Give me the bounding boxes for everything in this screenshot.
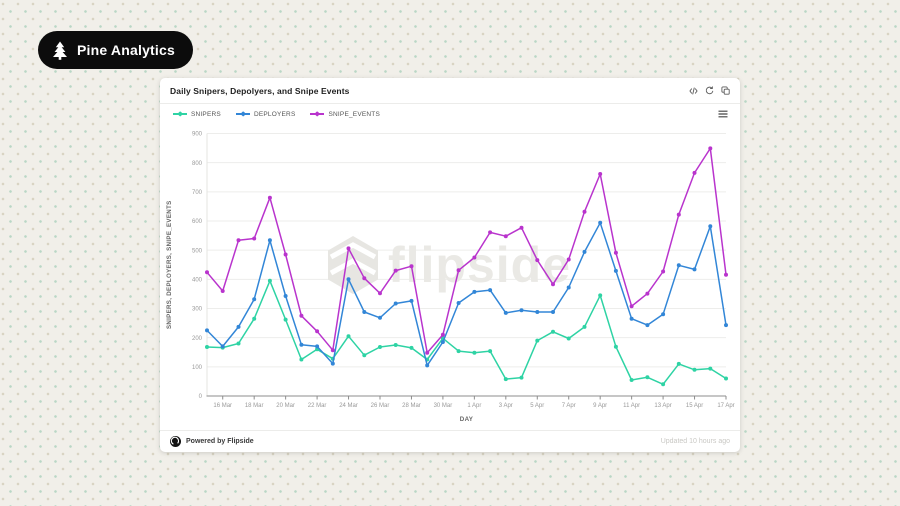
card-footer: Powered by Flipside Updated 10 hours ago [160,430,740,452]
pine-tree-icon [51,41,69,60]
svg-text:28 Mar: 28 Mar [402,403,421,409]
legend-item-snipers[interactable]: SNIPERS [173,110,221,118]
svg-text:18 Mar: 18 Mar [245,403,264,409]
svg-text:700: 700 [192,190,203,196]
legend-label: DEPLOYERS [253,110,296,118]
legend-label: SNIPERS [191,110,221,118]
svg-text:300: 300 [192,307,203,313]
svg-text:SNIPERS, DEPLOYERS, SNIPE_EVEN: SNIPERS, DEPLOYERS, SNIPE_EVENTS [166,200,173,329]
chart-card: Daily Snipers, Depolyers, and Snipe Even… [160,78,740,452]
card-toolbar [689,86,730,95]
svg-text:24 Mar: 24 Mar [339,403,358,409]
copy-icon[interactable] [721,86,730,95]
refresh-icon[interactable] [705,86,714,95]
line-chart-svg[interactable]: 0 100 200 300 400 500 600 700 800 900 flipside 16 M… [160,124,740,430]
svg-text:22 Mar: 22 Mar [308,403,327,409]
code-icon[interactable] [689,87,698,95]
card-header: Daily Snipers, Depolyers, and Snipe Even… [160,78,740,104]
svg-text:3 Apr: 3 Apr [499,403,513,409]
legend-item-snipe_events[interactable]: SNIPE_EVENTS [310,110,380,118]
svg-text:0: 0 [199,394,203,400]
svg-text:400: 400 [192,278,203,284]
legend-row: SNIPERS DEPLOYERS SNIPE_EVENTS [160,104,740,124]
legend-item-deployers[interactable]: DEPLOYERS [235,110,296,118]
svg-text:9 Apr: 9 Apr [593,403,607,409]
svg-text:17 Apr: 17 Apr [717,403,734,409]
svg-text:1 Apr: 1 Apr [467,403,481,409]
legend-marker-icon [310,110,325,118]
svg-text:16 Mar: 16 Mar [213,403,232,409]
svg-text:15 Apr: 15 Apr [686,403,703,409]
svg-text:900: 900 [192,132,203,138]
hamburger-icon[interactable] [718,110,728,118]
svg-text:5 Apr: 5 Apr [530,403,544,409]
flipside-watermark: flipside [328,236,570,294]
svg-text:500: 500 [192,248,203,254]
svg-text:600: 600 [192,219,203,225]
svg-text:20 Mar: 20 Mar [276,403,295,409]
svg-text:200: 200 [192,336,203,342]
svg-text:100: 100 [192,365,203,371]
svg-text:26 Mar: 26 Mar [371,403,390,409]
legend-marker-icon [235,110,250,118]
badge-label: Pine Analytics [77,42,175,58]
legend: SNIPERS DEPLOYERS SNIPE_EVENTS [173,110,380,118]
legend-marker-icon [173,110,187,118]
flipside-logo-icon [170,436,181,447]
updated-timestamp: Updated 10 hours ago [660,438,730,445]
svg-text:13 Apr: 13 Apr [654,403,671,409]
chart-title: Daily Snipers, Depolyers, and Snipe Even… [170,85,350,96]
powered-by-link[interactable]: Powered by Flipside [170,436,254,447]
svg-text:DAY: DAY [460,416,474,423]
pine-analytics-badge[interactable]: Pine Analytics [38,31,193,69]
svg-text:7 Apr: 7 Apr [562,403,576,409]
powered-by-label: Powered by Flipside [186,438,254,445]
svg-text:11 Apr: 11 Apr [623,403,640,409]
svg-text:800: 800 [192,161,203,167]
legend-label: SNIPE_EVENTS [328,110,381,118]
svg-text:30 Mar: 30 Mar [434,403,453,409]
chart-area: 0 100 200 300 400 500 600 700 800 900 flipside 16 M… [160,124,740,430]
